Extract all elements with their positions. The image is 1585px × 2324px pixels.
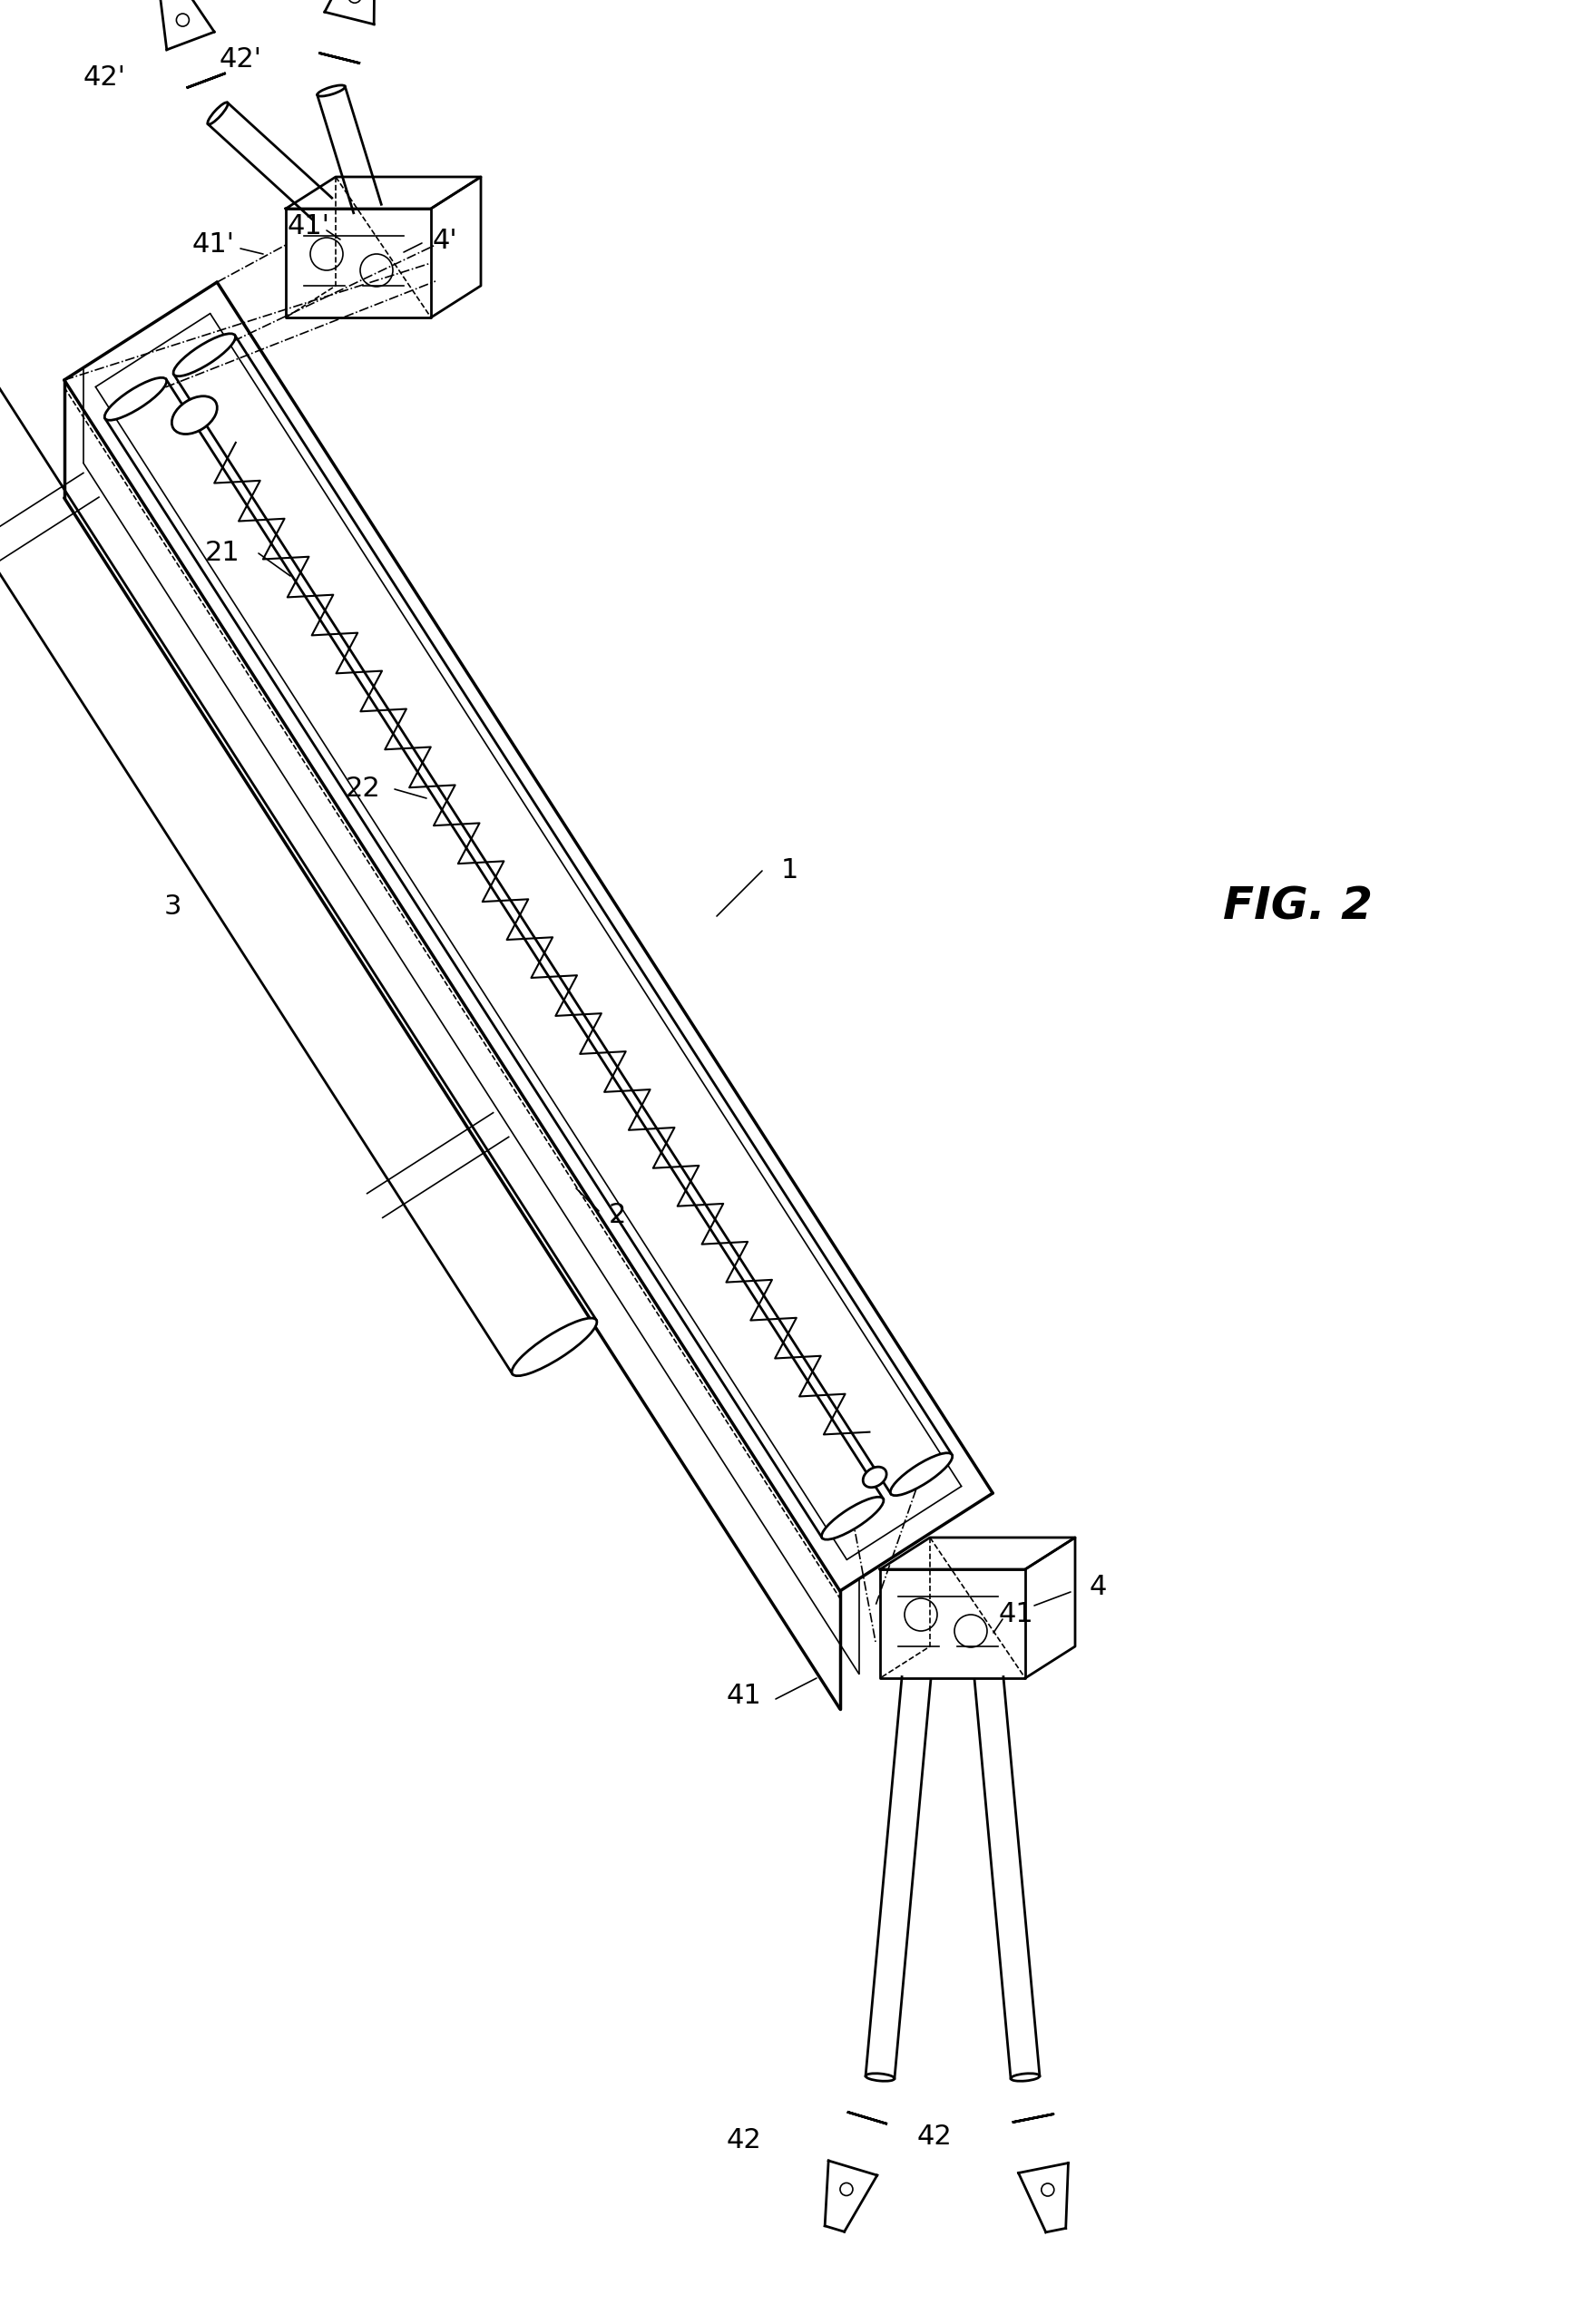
Ellipse shape: [105, 376, 166, 421]
Text: 41': 41': [192, 232, 235, 258]
Text: 42': 42': [82, 65, 125, 91]
Text: 3: 3: [163, 895, 181, 920]
Ellipse shape: [862, 1466, 886, 1487]
Text: 41': 41': [287, 214, 330, 239]
Ellipse shape: [821, 1497, 883, 1538]
Ellipse shape: [317, 86, 346, 95]
Ellipse shape: [173, 335, 236, 376]
Ellipse shape: [208, 102, 228, 125]
Text: FIG. 2: FIG. 2: [1222, 885, 1373, 930]
Text: 4: 4: [1089, 1573, 1106, 1601]
Ellipse shape: [865, 2073, 894, 2080]
Text: 41: 41: [999, 1601, 1033, 1627]
Ellipse shape: [1011, 2073, 1040, 2080]
Text: 2: 2: [609, 1202, 626, 1229]
Text: 4': 4': [433, 228, 456, 253]
Text: 42: 42: [916, 2124, 953, 2150]
Ellipse shape: [512, 1318, 598, 1376]
Text: 42: 42: [726, 2126, 761, 2154]
Ellipse shape: [891, 1452, 953, 1497]
Text: 21: 21: [204, 539, 239, 567]
Text: 41: 41: [726, 1683, 761, 1710]
Text: 42': 42': [219, 46, 262, 72]
Ellipse shape: [171, 395, 217, 435]
Text: 22: 22: [346, 776, 380, 802]
Text: 1: 1: [780, 858, 799, 883]
